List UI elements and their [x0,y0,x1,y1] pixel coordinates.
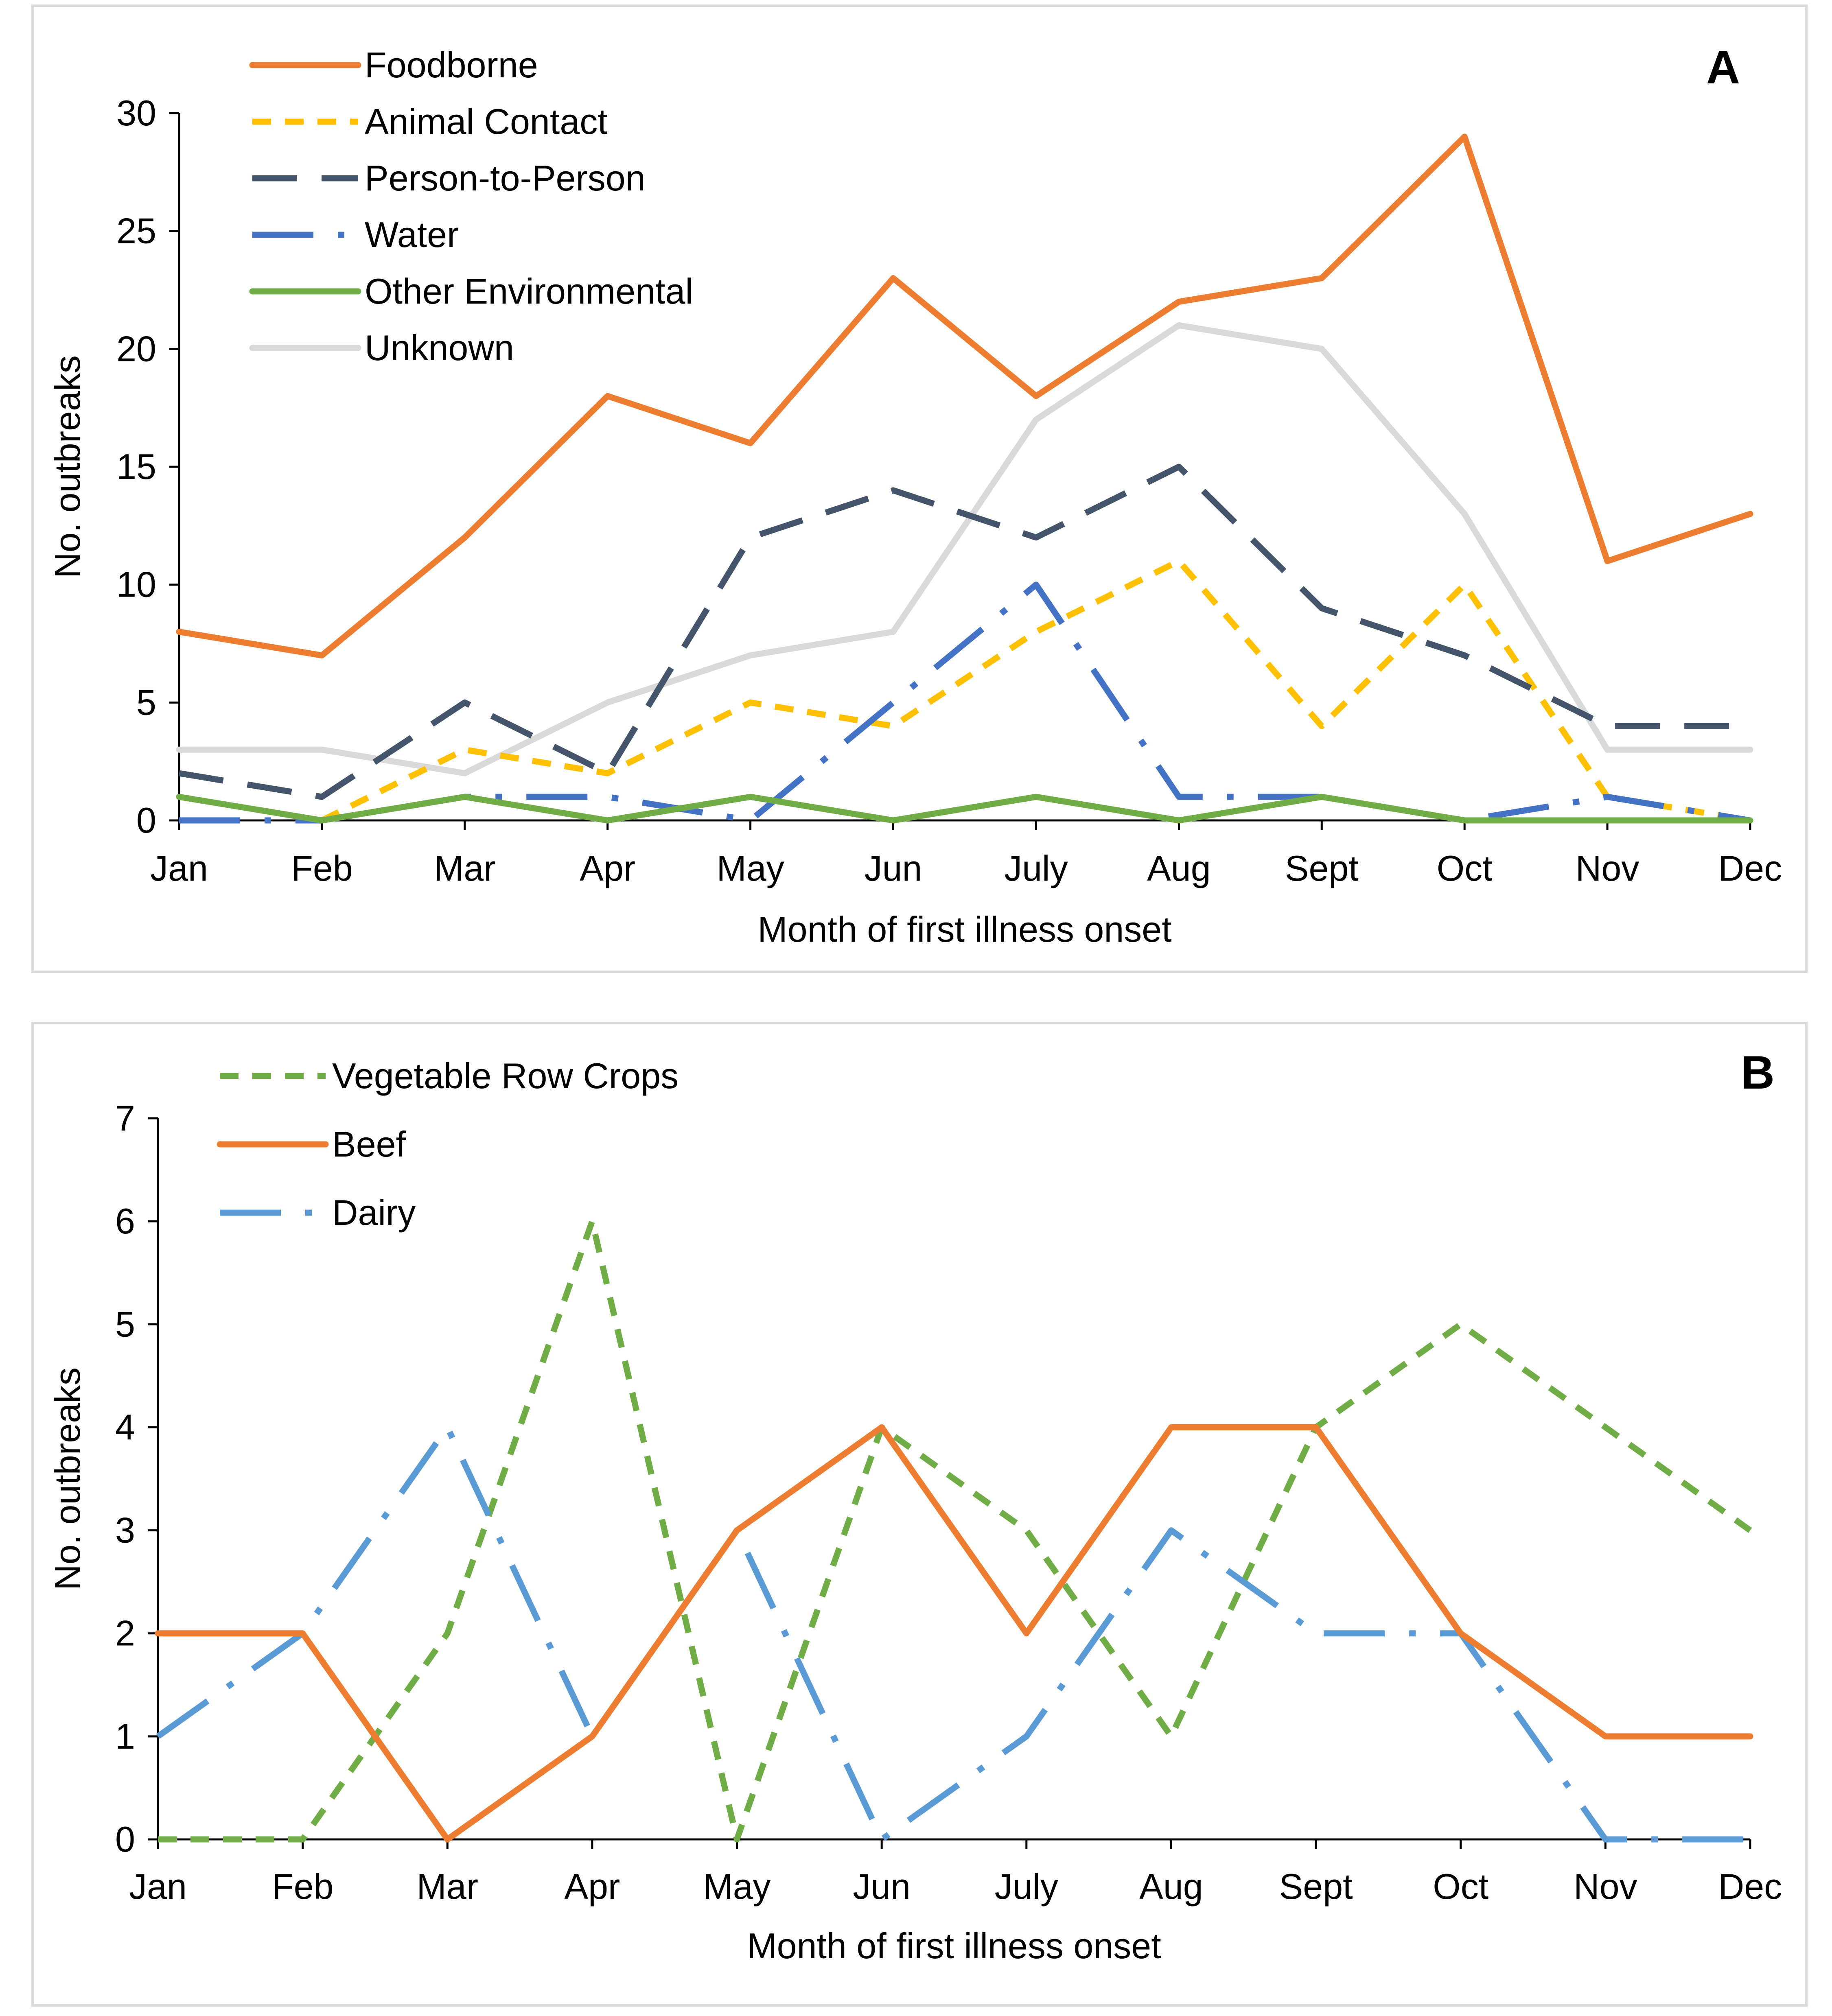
chart-a: 0 5 10 15 20 25 30 Jan Feb Mar Apr May Jun July Aug Sep… [47,42,1782,949]
a-panel-label: A [1706,42,1740,94]
b-legend-label-vegetable-row-crops: Vegetable Row Crops [332,1056,679,1096]
b-x-tick-label: Dec [1718,1866,1782,1907]
a-legend-label-other-environmental: Other Environmental [365,271,693,311]
b-series-line-beef [155,1424,1753,1843]
b-y-tick-label: 2 [115,1613,135,1653]
a-series-line-foodborne [176,133,1753,658]
a-y-tick-label: 5 [136,682,156,722]
a-y-tick-label: 10 [116,564,156,605]
a-series-line-person-to-person [178,464,1750,800]
b-x-tick-label: Nov [1574,1866,1637,1907]
b-x-tick-label: Apr [564,1866,620,1907]
a-series-line-unknown [176,322,1753,776]
b-y-tick-label: 4 [115,1407,135,1447]
b-y-tick-label: 5 [115,1304,135,1344]
b-series-line-vegetable-row-crops [158,1218,1752,1843]
a-x-tick-label: Dec [1718,848,1782,888]
b-x-tick-label: July [995,1866,1059,1907]
b-x-tick-label: Jan [129,1866,187,1907]
b-x-tick-label: Mar [416,1866,478,1907]
a-x-tick-label: Apr [580,848,635,888]
a-x-tick-label: Jan [150,848,208,888]
b-y-tick-label: 6 [115,1201,135,1241]
a-y-tick-label: 15 [116,446,156,487]
a-x-tick-label: Jun [865,848,922,888]
b-series-line-dairy [156,1424,1750,1843]
a-x-tick-label: May [717,848,784,888]
a-legend-label-water: Water [365,214,459,255]
a-legend-label-foodborne: Foodborne [365,45,538,85]
a-y-tick-label: 0 [136,800,156,840]
b-x-tick-label: Feb [272,1866,334,1907]
b-y-axis-title: No. outbreaks [47,1367,88,1590]
a-y-tick-label: 20 [116,328,156,369]
a-legend-label-unknown: Unknown [365,328,514,368]
a-series-line-animal-contact [320,558,1751,824]
b-y-tick-label: 1 [115,1716,135,1756]
b-x-axis-title: Month of first illness onset [747,1926,1161,1966]
chart-b: 0 1 2 3 4 5 6 7 Jan Feb Mar Apr May Jun July Aug Sept Oct… [47,1047,1782,1966]
a-series-line-other-environmental [176,794,1753,824]
b-x-tick-label: Aug [1139,1866,1203,1907]
b-y-tick-label: 7 [115,1098,135,1138]
a-x-axis-title: Month of first illness onset [757,909,1171,949]
b-panel-label: B [1741,1047,1775,1099]
a-y-tick-label: 30 [116,93,156,133]
b-x-tick-label: May [703,1866,770,1907]
a-x-tick-label: Feb [291,848,353,888]
a-x-tick-label: Oct [1437,848,1493,888]
a-legend-label-person-to-person: Person-to-Person [365,158,646,198]
a-y-tick-label: 25 [116,211,156,251]
a-x-tick-label: Mar [434,848,496,888]
b-x-tick-label: Sept [1279,1866,1353,1907]
a-y-axis-title: No. outbreaks [47,355,88,578]
b-x-tick-label: Jun [853,1866,911,1907]
a-x-tick-label: July [1004,848,1068,888]
panel-b-frame [31,1022,1808,2007]
b-y-tick-label: 0 [115,1819,135,1859]
a-x-tick-label: Aug [1147,848,1211,888]
b-x-tick-label: Oct [1433,1866,1488,1907]
b-legend-label-dairy: Dairy [332,1192,416,1233]
b-legend-label-beef: Beef [332,1124,406,1164]
b-y-tick-label: 3 [115,1510,135,1550]
a-x-tick-label: Nov [1576,848,1639,888]
panel-a-frame [31,4,1808,973]
a-x-tick-label: Sept [1285,848,1359,888]
a-legend-label-animal-contact: Animal Contact [365,101,608,142]
